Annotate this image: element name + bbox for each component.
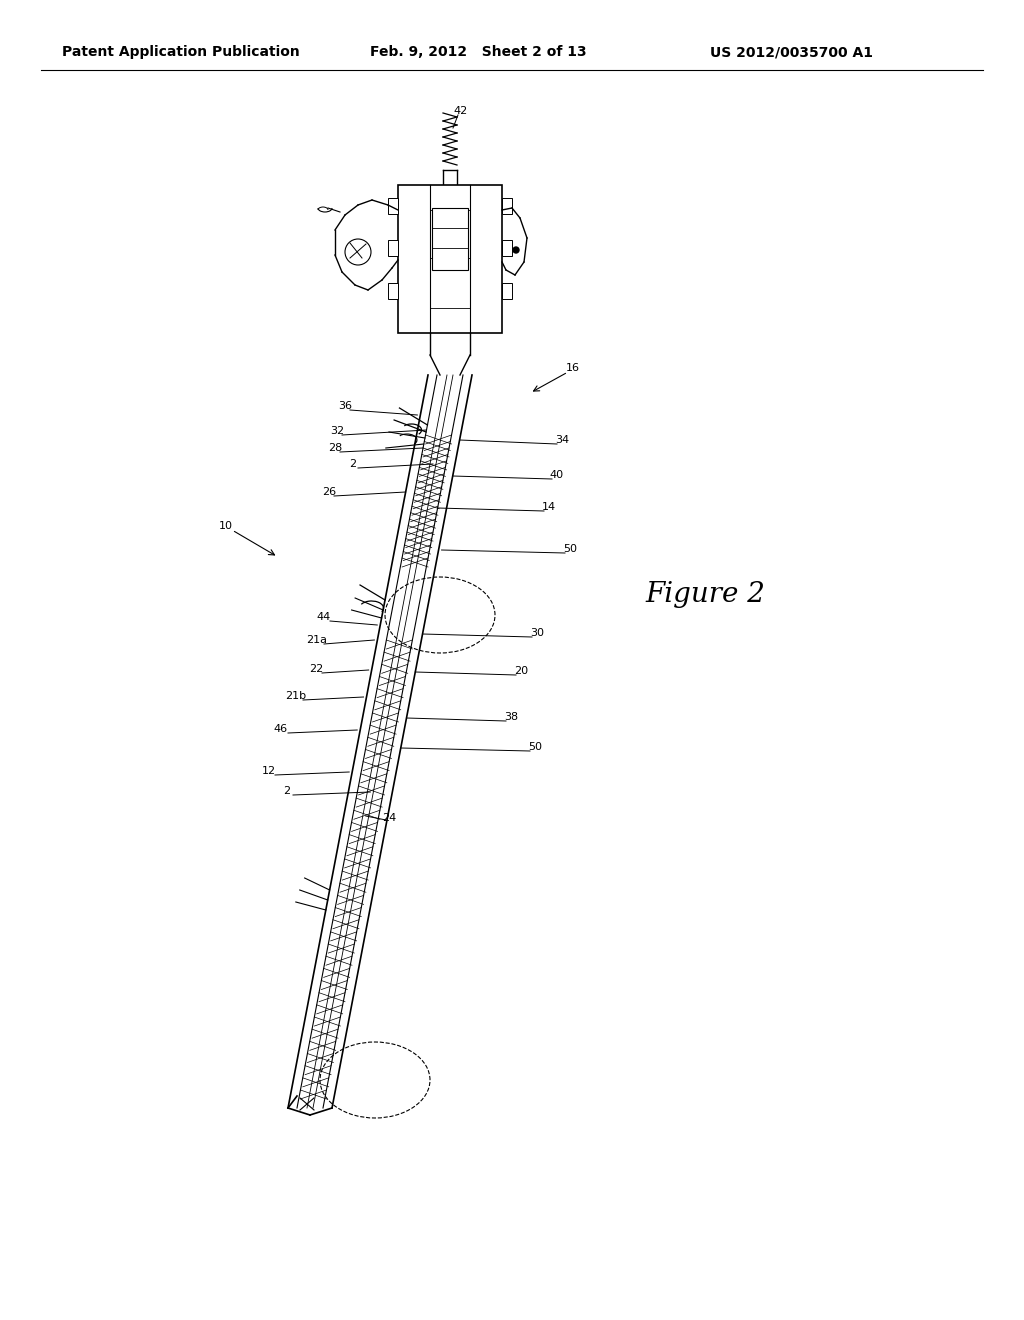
Text: 40: 40	[550, 470, 564, 480]
Text: 50: 50	[563, 544, 577, 554]
Bar	[388, 198, 398, 214]
Bar	[502, 282, 512, 300]
Text: 34: 34	[555, 436, 569, 445]
Bar	[398, 185, 502, 333]
Text: 28: 28	[328, 444, 342, 453]
Text: 24: 24	[382, 813, 396, 822]
Text: 50: 50	[528, 742, 542, 752]
Bar	[388, 282, 398, 300]
Text: 36: 36	[338, 401, 352, 411]
Text: US 2012/0035700 A1: US 2012/0035700 A1	[710, 45, 873, 59]
Text: 21b: 21b	[286, 690, 306, 701]
Text: 44: 44	[316, 612, 331, 622]
Text: 21a: 21a	[306, 635, 328, 645]
Text: 2: 2	[284, 785, 291, 796]
Text: 12: 12	[262, 766, 276, 776]
Text: Figure 2: Figure 2	[645, 582, 765, 609]
Bar	[432, 209, 468, 271]
Bar	[502, 240, 512, 256]
Text: 30: 30	[530, 628, 544, 638]
Text: 20: 20	[514, 667, 528, 676]
Text: 22: 22	[309, 664, 324, 675]
Text: Patent Application Publication: Patent Application Publication	[62, 45, 300, 59]
Text: 26: 26	[322, 487, 336, 498]
Bar	[502, 198, 512, 214]
Text: 46: 46	[274, 723, 288, 734]
Bar	[388, 240, 398, 256]
Text: 10: 10	[219, 521, 233, 531]
Text: 38: 38	[504, 711, 518, 722]
Text: Feb. 9, 2012   Sheet 2 of 13: Feb. 9, 2012 Sheet 2 of 13	[370, 45, 587, 59]
Circle shape	[513, 247, 519, 253]
Text: 42: 42	[454, 106, 468, 116]
Text: 16: 16	[566, 363, 580, 374]
Text: 32: 32	[330, 426, 344, 436]
Text: 14: 14	[542, 502, 556, 512]
Text: 2: 2	[349, 459, 356, 469]
